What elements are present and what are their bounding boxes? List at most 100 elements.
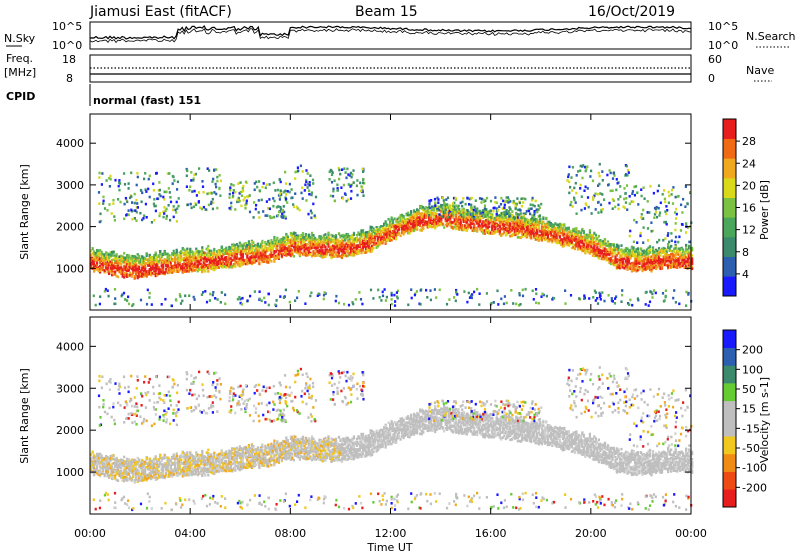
power-cell (168, 267, 171, 270)
power-cell (184, 270, 187, 273)
power-cell (371, 240, 374, 243)
power-cell (563, 228, 566, 231)
power-cell (413, 220, 416, 223)
power-cell (193, 268, 196, 272)
power-cell (519, 220, 522, 223)
power-cell (554, 240, 557, 243)
noise-right-tick-top: 10^5 (708, 20, 738, 33)
power-cell (319, 252, 323, 255)
power-cell (446, 222, 449, 225)
power-cell (109, 251, 112, 254)
power-cell (133, 263, 136, 267)
power-cell (509, 218, 512, 222)
power-cell (235, 257, 238, 260)
power-cell (265, 242, 268, 246)
power-cell (355, 250, 359, 253)
power-cell (459, 217, 462, 220)
power-cell (112, 267, 115, 270)
power-cell (588, 229, 591, 232)
power-cell (357, 232, 360, 235)
power-cell (416, 209, 419, 213)
power-cell (525, 221, 528, 224)
power-cell (582, 243, 585, 247)
power-cell (204, 260, 207, 263)
power-cell (470, 226, 473, 229)
power-cell (261, 260, 264, 264)
power-cell (512, 221, 515, 225)
power-cell (549, 238, 552, 241)
power-cell (489, 231, 492, 235)
power-cell (270, 251, 273, 255)
power-cell (96, 259, 99, 263)
power-cell (425, 212, 428, 215)
power-cell (557, 231, 560, 235)
power-cell (443, 201, 446, 205)
power-cell (105, 266, 108, 269)
power-cell (147, 261, 150, 264)
power-cell (386, 230, 389, 234)
power-cell (294, 238, 297, 242)
power-cell (417, 212, 420, 216)
power-cell (205, 266, 208, 270)
power-cell (461, 228, 464, 231)
power-cell (285, 249, 288, 253)
power-cell (410, 222, 413, 226)
power-cell (384, 237, 387, 241)
power-cell (572, 243, 575, 246)
power-cell (522, 213, 525, 217)
power-cell (258, 250, 261, 253)
power-cell (127, 274, 130, 277)
power-cell (123, 261, 126, 264)
power-cell (468, 213, 471, 217)
power-cell (277, 256, 280, 259)
power-cell (276, 245, 279, 248)
noise-search-trace (89, 27, 692, 44)
power-cell (581, 229, 584, 232)
power-cell (160, 270, 163, 274)
power-cell (142, 256, 145, 260)
power-cell (333, 255, 336, 258)
power-cell (175, 253, 178, 257)
power-cell (306, 235, 309, 239)
power-cell (573, 230, 576, 233)
power-cell (181, 265, 184, 268)
power-cell (303, 243, 306, 247)
power-cell (392, 236, 395, 240)
power-cell (253, 252, 256, 255)
power-cell (509, 224, 512, 227)
power-cell (369, 234, 372, 238)
power-cell (289, 243, 292, 247)
power-cell (431, 222, 434, 225)
power-cell (229, 262, 232, 265)
power-cell (530, 226, 533, 229)
power-cell (377, 243, 380, 246)
power-cell (262, 257, 265, 260)
power-cell (303, 236, 306, 239)
power-cell (503, 231, 506, 234)
power-cell (244, 243, 247, 246)
power-cell (295, 234, 298, 238)
power-cell (294, 235, 297, 238)
power-cell (459, 221, 462, 225)
power-cell (100, 263, 103, 266)
power-cell (537, 227, 540, 231)
power-cell (91, 252, 94, 256)
power-cell (578, 244, 581, 247)
power-cell (536, 228, 539, 232)
power-cell (121, 274, 124, 278)
power-cell (321, 256, 324, 259)
power-cell (437, 219, 440, 223)
power-cell (500, 220, 503, 224)
power-cell (482, 231, 485, 235)
power-cell (459, 226, 462, 229)
power-cell (498, 225, 501, 228)
power-cell (503, 227, 506, 231)
power-cell (512, 218, 515, 222)
power-cell (228, 263, 231, 266)
power-cell (174, 259, 177, 262)
power-cell (384, 242, 387, 245)
noise-panel: N.Sky 10^5 10^0 10^5 10^0 N.Search (4, 20, 796, 52)
power-cell (289, 249, 292, 253)
power-cell (300, 234, 303, 237)
power-cell (273, 238, 276, 242)
